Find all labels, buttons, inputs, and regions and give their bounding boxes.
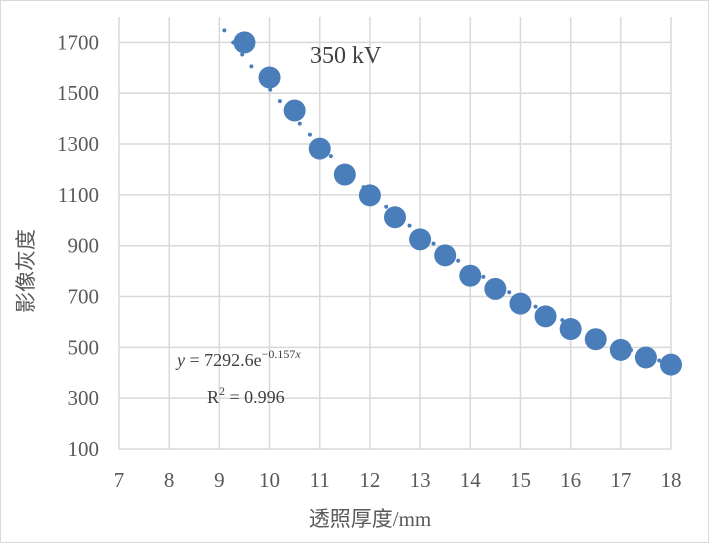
- data-point: [609, 338, 632, 361]
- x-tick-label: 17: [610, 468, 631, 492]
- data-point: [358, 184, 381, 207]
- equation-exponent: −0.157: [262, 347, 296, 361]
- x-axis-title: 透照厚度/mm: [309, 507, 432, 531]
- y-tick-label: 1300: [57, 132, 99, 156]
- trendline: [222, 28, 673, 367]
- x-tick-label: 15: [510, 468, 531, 492]
- y-tick-label: 700: [68, 285, 100, 309]
- data-point: [258, 66, 281, 89]
- y-tick-label: 300: [68, 386, 100, 410]
- fit-equation: y = 7292.6e−0.157x: [175, 347, 301, 370]
- data-points: [233, 31, 682, 376]
- r-squared-value: = 0.996: [225, 387, 285, 407]
- y-tick-label: 900: [68, 234, 100, 258]
- x-tick-label: 9: [214, 468, 225, 492]
- voltage-annotation: 350 kV: [310, 43, 382, 69]
- x-tick-label: 14: [460, 468, 482, 492]
- data-point: [308, 137, 331, 160]
- x-tick-label: 18: [661, 468, 682, 492]
- r-squared-superscript: 2: [219, 384, 225, 398]
- equation-y-variable: y: [175, 350, 185, 370]
- data-point: [384, 206, 406, 229]
- x-tick-label: 11: [310, 468, 330, 492]
- r-squared-symbol: R: [207, 387, 219, 407]
- y-tick-label: 1500: [57, 81, 99, 105]
- data-point: [634, 346, 657, 369]
- x-tick-label: 12: [359, 468, 380, 492]
- data-point: [333, 163, 356, 186]
- data-point: [409, 228, 432, 251]
- x-tick-label: 10: [259, 468, 280, 492]
- data-point: [559, 318, 582, 341]
- x-tick-label: 8: [164, 468, 175, 492]
- x-tick-label: 13: [410, 468, 431, 492]
- equation-main: = 7292.6e: [185, 350, 262, 370]
- y-tick-label: 1700: [57, 30, 99, 54]
- data-point: [660, 353, 682, 376]
- y-tick-label: 1100: [58, 183, 99, 207]
- x-tick-label: 16: [560, 468, 581, 492]
- exponential-trendline: [222, 28, 673, 367]
- data-point: [534, 305, 557, 328]
- y-tick-label: 500: [68, 335, 100, 359]
- data-point: [584, 328, 607, 351]
- data-point: [233, 31, 256, 54]
- data-point: [434, 244, 457, 267]
- r-squared: R2 = 0.996: [207, 384, 285, 407]
- y-axis-title: 影像灰度: [14, 229, 38, 313]
- tick-labels: 100 300 500 700 900 1100 1300 1500 1700 7 8 9 10 11 12…: [57, 30, 682, 492]
- x-tick-label: 7: [114, 468, 125, 492]
- equation-exponent-variable: x: [294, 347, 301, 361]
- data-point: [283, 99, 306, 122]
- gridlines: [118, 17, 672, 450]
- y-tick-label: 100: [68, 437, 100, 461]
- data-point: [459, 264, 482, 287]
- data-point: [484, 277, 507, 300]
- data-point: [509, 292, 532, 315]
